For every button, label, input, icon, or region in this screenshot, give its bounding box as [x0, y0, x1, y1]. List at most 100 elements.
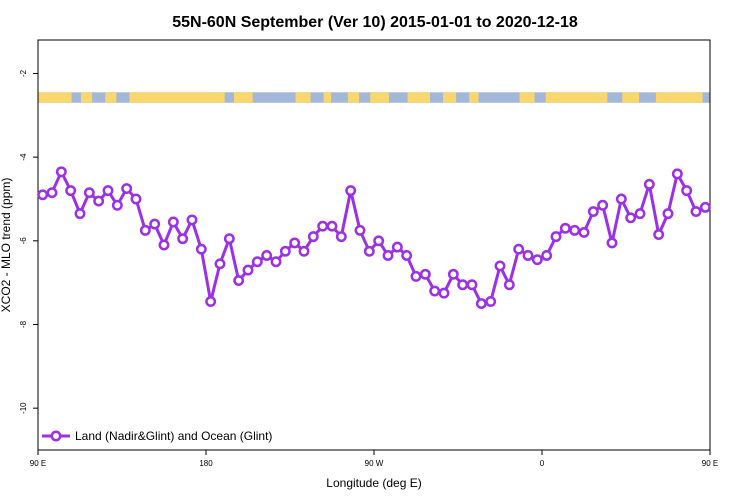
data-point	[261, 250, 273, 261]
data-point	[699, 201, 711, 213]
data-point	[457, 279, 469, 291]
band-land	[105, 92, 117, 103]
data-point	[223, 233, 235, 245]
x-tick-label: 90 W	[365, 459, 384, 468]
x-tick-label: 180	[199, 459, 213, 468]
data-point	[690, 206, 702, 217]
data-point	[37, 189, 49, 201]
data-point	[569, 224, 581, 236]
x-tick-label: 90 E	[702, 459, 718, 468]
data-point	[139, 224, 151, 236]
data-point	[214, 258, 226, 270]
data-point	[354, 224, 366, 236]
legend-label: Land (Nadir&Glint) and Ocean (Glint)	[75, 429, 272, 443]
data-point	[419, 268, 431, 280]
band-land	[519, 92, 535, 103]
band-land	[545, 92, 608, 103]
data-point	[597, 199, 609, 211]
data-point	[559, 222, 571, 234]
data-point	[270, 256, 282, 268]
data-point	[65, 185, 77, 197]
legend-marker	[50, 430, 62, 442]
band-land	[443, 92, 457, 103]
data-point	[307, 231, 319, 243]
x-axis-label: Longitude (deg E)	[326, 476, 421, 490]
band-land	[622, 92, 640, 103]
band-land	[469, 92, 479, 103]
data-point	[373, 235, 385, 247]
data-point	[74, 208, 86, 220]
y-axis-label: XCO2 - MLO trend (ppm)	[0, 178, 13, 313]
data-point	[671, 168, 683, 180]
band-land	[295, 92, 311, 103]
chart-title: 55N-60N September (Ver 10) 2015-01-01 to…	[172, 14, 578, 31]
data-point	[289, 237, 301, 249]
x-axis-ticks: 90 E 180 90 W 0 90 E	[30, 450, 718, 468]
data-point	[485, 296, 497, 307]
data-point	[233, 275, 245, 287]
y-tick-label: -4	[19, 153, 28, 161]
data-point	[522, 250, 534, 261]
data-point	[447, 268, 459, 280]
data-point	[102, 185, 114, 197]
series-line	[42, 170, 706, 306]
band-land	[38, 92, 72, 103]
data-point	[363, 245, 375, 257]
land-ocean-band	[38, 92, 710, 103]
data-point	[587, 206, 599, 217]
band-land	[80, 92, 93, 103]
y-tick-label: -10	[19, 402, 28, 414]
data-point	[662, 208, 674, 220]
data-point	[279, 245, 291, 257]
data-point	[531, 254, 543, 266]
data-point	[438, 287, 450, 299]
data-point	[121, 183, 133, 194]
band-land	[323, 92, 332, 103]
data-point	[550, 231, 562, 243]
data-point	[317, 220, 329, 232]
data-point	[401, 250, 413, 261]
data-point	[625, 212, 637, 224]
data-point	[391, 241, 403, 253]
band-land	[129, 92, 225, 103]
data-point	[335, 231, 347, 243]
data-point	[186, 214, 198, 226]
band-land	[234, 92, 253, 103]
data-point	[466, 279, 478, 291]
data-point	[158, 239, 170, 251]
data-point	[242, 264, 254, 276]
data-point	[345, 185, 357, 197]
data-point	[513, 243, 525, 255]
data-point	[83, 187, 95, 199]
x-tick-label: 90 E	[30, 459, 46, 468]
data-point	[429, 285, 441, 297]
data-point	[205, 296, 217, 307]
legend: Land (Nadir&Glint) and Ocean (Glint)	[42, 429, 272, 443]
data-point	[681, 185, 693, 197]
data-point	[503, 279, 515, 291]
data-point	[410, 270, 422, 282]
data-point	[149, 218, 161, 230]
y-tick-label: -8	[19, 320, 28, 328]
band-land	[655, 92, 703, 103]
data-point	[298, 245, 310, 257]
data-point	[634, 208, 646, 220]
band-land	[347, 92, 360, 103]
data-point	[130, 193, 142, 205]
data-point	[46, 187, 58, 199]
data-point	[195, 243, 207, 255]
data-point	[93, 195, 105, 207]
data-point	[643, 178, 655, 190]
y-axis-ticks: -2 -4 -6 -8 -10	[19, 69, 38, 414]
data-point	[382, 250, 394, 261]
data-point	[55, 166, 67, 178]
data-point	[541, 250, 553, 261]
data-point	[111, 199, 123, 211]
data-point	[606, 237, 618, 249]
band-land	[370, 92, 389, 103]
data-point	[177, 233, 189, 245]
data-point	[494, 260, 506, 272]
data-point	[653, 229, 665, 240]
x-tick-label: 0	[540, 459, 545, 468]
